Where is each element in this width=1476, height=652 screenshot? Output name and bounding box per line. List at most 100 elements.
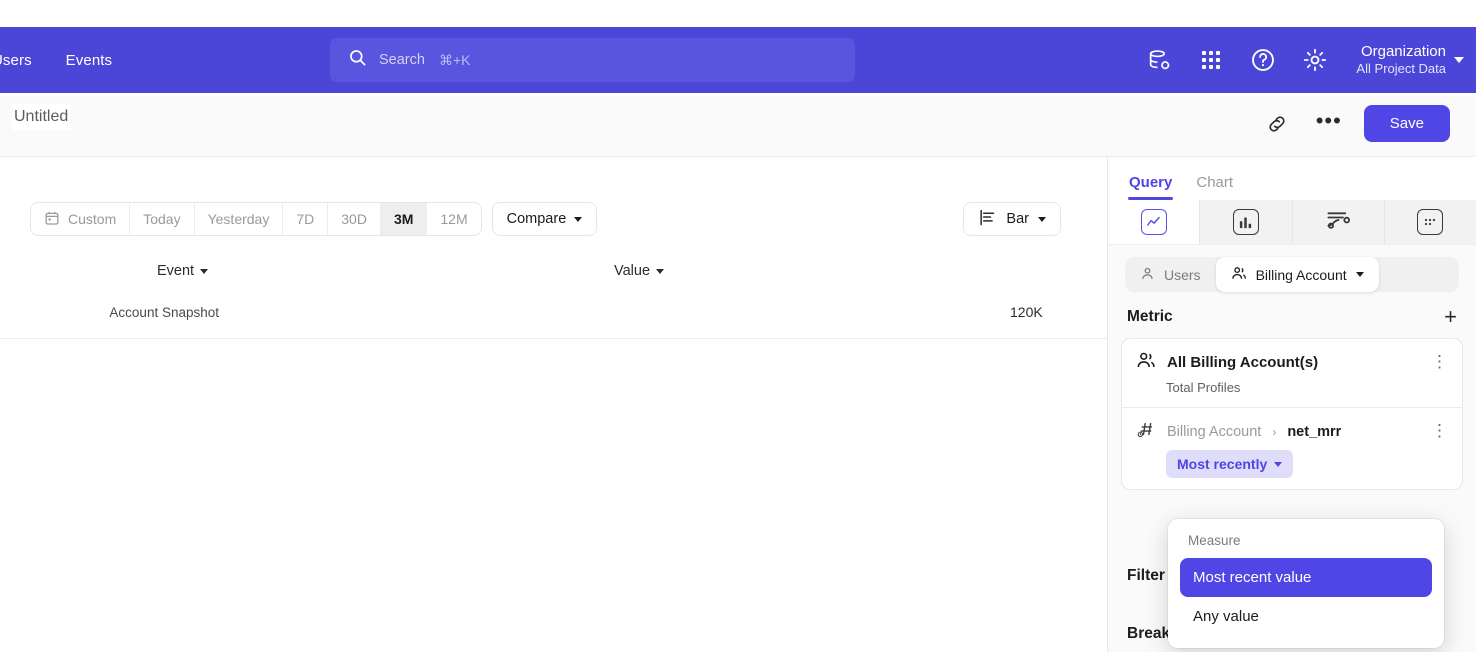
document-title-bar [0,96,1476,157]
users-group-icon [1231,265,1247,284]
organization-name: Organization [1360,42,1446,60]
bar-value-label: 120K [1010,304,1043,320]
compare-label: Compare [506,211,567,227]
report-type-tabs [1108,200,1476,245]
range-3m[interactable]: 3M [380,203,428,235]
search-shortcut: ⌘+K [438,51,471,68]
date-range-group: Custom Today Yesterday 7D 30D 3M 12M [30,202,482,236]
kebab-menu-icon[interactable]: ⋮ [1431,421,1448,441]
ellipsis-icon[interactable]: ••• [1315,107,1342,133]
range-12m[interactable]: 12M [440,211,468,227]
tab-query[interactable]: Query [1128,174,1174,200]
metric-property-parent: Billing Account [1167,423,1262,440]
calendar-icon [44,210,60,229]
users-group-icon [1136,350,1156,375]
range-custom-label: Custom [68,211,117,227]
measure-dropdown-label: Most recently [1177,456,1268,472]
table-row[interactable]: Account Snapshot 120K [0,297,1108,327]
bar-track [228,301,998,323]
save-button[interactable]: Save [1363,105,1450,142]
range-custom[interactable]: Custom [31,203,131,235]
compare-button[interactable]: Compare [491,202,598,236]
report-type-bar-chart[interactable] [1200,200,1293,244]
top-nav-actions: Organization All Project Data [1144,27,1464,93]
chart-column-headers: Event Value [0,257,1108,299]
metric-card: All Billing Account(s) ⋮ Total Profiles … [1121,338,1463,490]
dropdown-group-label: Measure [1188,533,1241,548]
link-icon[interactable] [1260,107,1294,141]
chart-divider [0,338,1108,339]
chevron-down-icon [200,268,209,274]
range-30d[interactable]: 30D [328,203,381,235]
chart-bars: Account Snapshot 120K [0,297,1108,327]
gear-icon[interactable] [1300,45,1330,75]
organization-selector[interactable]: Organization All Project Data [1356,43,1464,78]
filter-heading: Filter [1127,567,1165,584]
dropdown-option-most-recent-value[interactable]: Most recent value [1180,558,1432,597]
entity-toggle-row: Users Billing Account [1108,245,1476,292]
column-header-value-label: Value [614,263,651,279]
column-header-value[interactable]: Value [614,263,665,279]
entity-option-billing-account-label: Billing Account [1255,266,1347,283]
top-nav-links: Users Events [0,52,112,69]
bar-chart-horizontal-icon [978,208,997,231]
metric-property-name: net_mrr [1287,423,1342,440]
entity-toggle: Users Billing Account [1125,257,1459,292]
funnel-flow-icon [1325,206,1352,238]
retention-grid-icon [1417,209,1444,235]
chevron-down-icon [1355,272,1364,277]
document-title[interactable]: Untitled [12,104,71,130]
kebab-menu-icon[interactable]: ⋮ [1431,352,1448,372]
metric-card-subtitle: Total Profiles [1166,380,1241,395]
bar-category-label: Account Snapshot [109,304,219,320]
organization-scope: All Project Data [1356,61,1446,77]
chevron-down-icon [574,216,583,222]
nav-link-users[interactable]: Users [0,51,32,69]
nav-link-events[interactable]: Events [65,51,113,69]
metric-card-header: All Billing Account(s) ⋮ [1122,339,1462,378]
apps-grid-icon[interactable] [1196,45,1226,75]
help-circle-icon[interactable] [1248,45,1278,75]
data-sources-icon[interactable] [1144,45,1174,75]
numeric-property-icon [1136,419,1156,444]
report-type-retention-grid[interactable] [1384,200,1476,244]
bar-chart-icon [1232,209,1259,235]
entity-option-users[interactable]: Users [1125,257,1216,292]
plus-icon[interactable]: + [1444,304,1457,329]
metric-property-row: Billing Account › net_mrr ⋮ [1122,408,1462,450]
column-header-event[interactable]: Event [157,263,209,279]
metric-card-title: All Billing Account(s) [1167,354,1319,371]
dropdown-option-any-value[interactable]: Any value [1193,608,1259,625]
range-7d[interactable]: 7D [283,203,329,235]
chart-pane: Custom Today Yesterday 7D 30D 3M 12M Com… [0,157,1108,652]
document-actions: ••• Save [1260,105,1450,142]
panel-tabs: Query Chart [1108,157,1476,200]
entity-option-users-label: Users [1164,266,1201,283]
chevron-down-icon [1454,57,1464,63]
search-placeholder: Search [379,52,425,68]
line-chart-icon [1140,209,1167,235]
chevron-down-icon [656,268,665,274]
user-icon [1140,266,1155,284]
measure-dropdown-trigger[interactable]: Most recently [1166,450,1294,478]
range-yesterday[interactable]: Yesterday [195,203,284,235]
date-range-toolbar: Custom Today Yesterday 7D 30D 3M 12M Com… [30,202,598,236]
range-today[interactable]: Today [130,203,195,235]
metric-section-header: Metric + [1108,292,1476,338]
report-type-line-chart[interactable] [1108,200,1201,244]
global-search[interactable]: Search ⌘+K [330,38,855,82]
metric-heading: Metric [1127,308,1173,325]
chevron-down-icon [1038,216,1046,222]
card-divider [1122,407,1462,408]
chart-type-selector[interactable]: Bar [963,202,1061,236]
search-icon [348,48,367,72]
chevron-down-icon [1274,461,1283,467]
tab-chart[interactable]: Chart [1196,174,1234,191]
measure-dropdown-menu: Measure Most recent value Any value [1168,519,1444,648]
report-type-funnel-flow[interactable] [1292,200,1385,244]
breadcrumb-separator-icon: › [1272,424,1277,439]
chart-type-label: Bar [1006,211,1029,227]
entity-option-billing-account[interactable]: Billing Account [1215,257,1379,292]
column-header-event-label: Event [157,263,195,279]
